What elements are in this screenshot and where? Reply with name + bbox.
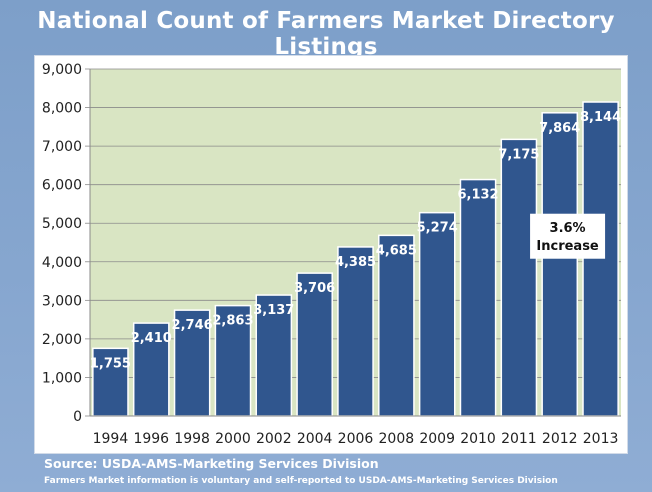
footnote-text: Farmers Market information is voluntary … xyxy=(44,476,558,486)
bar xyxy=(500,138,538,417)
bar xyxy=(255,294,293,417)
bar xyxy=(378,234,415,417)
chart-title: National Count of Farmers Market Directo… xyxy=(37,8,615,60)
bar-chart: 0 1,000 2,000 3,000 4,000 5,000 6,000 7,000 8,00… xyxy=(42,62,621,447)
x-tick-label: 2011 xyxy=(501,431,537,447)
x-tick-label: 2012 xyxy=(542,431,578,447)
y-tick-label: 7,000 xyxy=(42,139,82,155)
data-label: 1,755 xyxy=(90,356,131,371)
x-tick-label: 2002 xyxy=(256,431,292,447)
x-tick-label: 2013 xyxy=(583,431,619,447)
data-label: 2,863 xyxy=(212,314,253,329)
annotation-box xyxy=(530,213,606,259)
bar xyxy=(337,246,374,417)
bar xyxy=(459,178,497,417)
data-label: 5,274 xyxy=(417,221,458,236)
data-label: 4,685 xyxy=(376,243,417,258)
x-tick-label: 2000 xyxy=(215,431,251,447)
bar xyxy=(582,101,619,417)
x-tick-label: 2010 xyxy=(460,431,496,447)
x-tick-label: 2006 xyxy=(338,431,374,447)
y-tick-label: 2,000 xyxy=(42,332,82,348)
data-label: 7,864 xyxy=(539,121,580,136)
annotation-line-2: Increase xyxy=(536,239,599,254)
source-text: Source: USDA-AMS-Marketing Services Divi… xyxy=(44,456,379,471)
x-tick-label: 2009 xyxy=(419,431,455,447)
y-tick-label: 6,000 xyxy=(42,178,82,194)
bar xyxy=(173,309,211,417)
y-tick-label: 4,000 xyxy=(42,255,82,271)
data-label: 7,175 xyxy=(498,147,539,162)
bar xyxy=(541,112,579,417)
x-tick-label: 2008 xyxy=(379,431,415,447)
y-tick-label: 3,000 xyxy=(42,293,82,309)
y-tick-label: 1,000 xyxy=(42,370,82,386)
x-tick-label: 1996 xyxy=(133,431,169,447)
y-tick-label: 5,000 xyxy=(42,216,82,232)
bar xyxy=(92,347,129,417)
x-tick-label: 2004 xyxy=(297,431,333,447)
y-tick-label: 9,000 xyxy=(42,62,82,78)
data-label: 3,137 xyxy=(253,303,294,318)
data-label: 8,144 xyxy=(580,110,621,125)
data-label: 6,132 xyxy=(457,188,498,203)
bar xyxy=(214,304,252,417)
bar xyxy=(418,211,456,417)
data-label: 2,746 xyxy=(172,318,213,333)
y-tick-label: 0 xyxy=(73,409,82,425)
data-label: 4,385 xyxy=(335,255,376,270)
y-tick-label: 8,000 xyxy=(42,101,82,117)
annotation-line-1: 3.6% xyxy=(550,221,586,236)
bar xyxy=(296,272,333,417)
x-tick-label: 1994 xyxy=(93,431,129,447)
chart-panel: 0 1,000 2,000 3,000 4,000 5,000 6,000 7,000 8,00… xyxy=(34,55,628,454)
x-tick-label: 1998 xyxy=(174,431,210,447)
data-label: 2,410 xyxy=(131,331,172,346)
data-label: 3,706 xyxy=(294,281,335,296)
bar xyxy=(132,322,170,417)
